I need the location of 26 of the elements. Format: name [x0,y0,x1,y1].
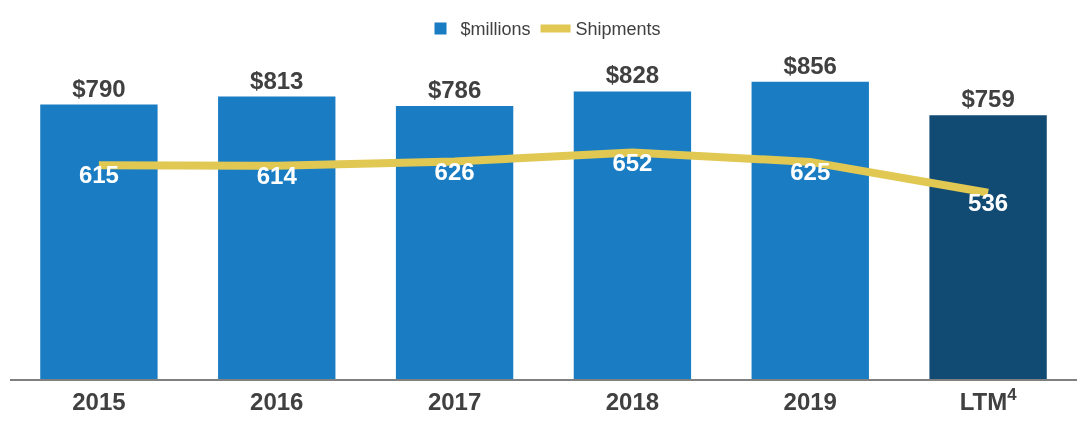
x-tick-label: 2016 [250,387,304,415]
legend-label: $millions [460,19,531,40]
data-label: 626 [434,157,475,185]
x-tick-label: 2017 [427,387,482,415]
x-tick-label: 2018 [605,387,660,415]
data-label: 536 [968,188,1009,216]
bar [218,96,336,379]
data-label: $790 [72,74,126,102]
data-label: $828 [605,61,660,89]
data-label: $856 [783,51,837,79]
bar [573,91,692,379]
bar [395,105,514,379]
x-tick-label: LTM$^{4}$ [959,384,1018,415]
data-label: 652 [612,148,653,176]
bar [751,81,869,379]
legend-label: Shipments [575,19,661,40]
data-label: $786 [427,75,482,103]
bar [40,104,158,379]
data-label: 614 [256,161,298,189]
x-tick-label: 2015 [72,387,126,415]
x-tick-label: 2019 [783,387,837,415]
data-label: $813 [250,66,304,94]
data-label: $759 [961,85,1015,113]
data-label: 615 [78,161,119,189]
bar [929,115,1047,379]
data-label: 625 [790,157,831,185]
